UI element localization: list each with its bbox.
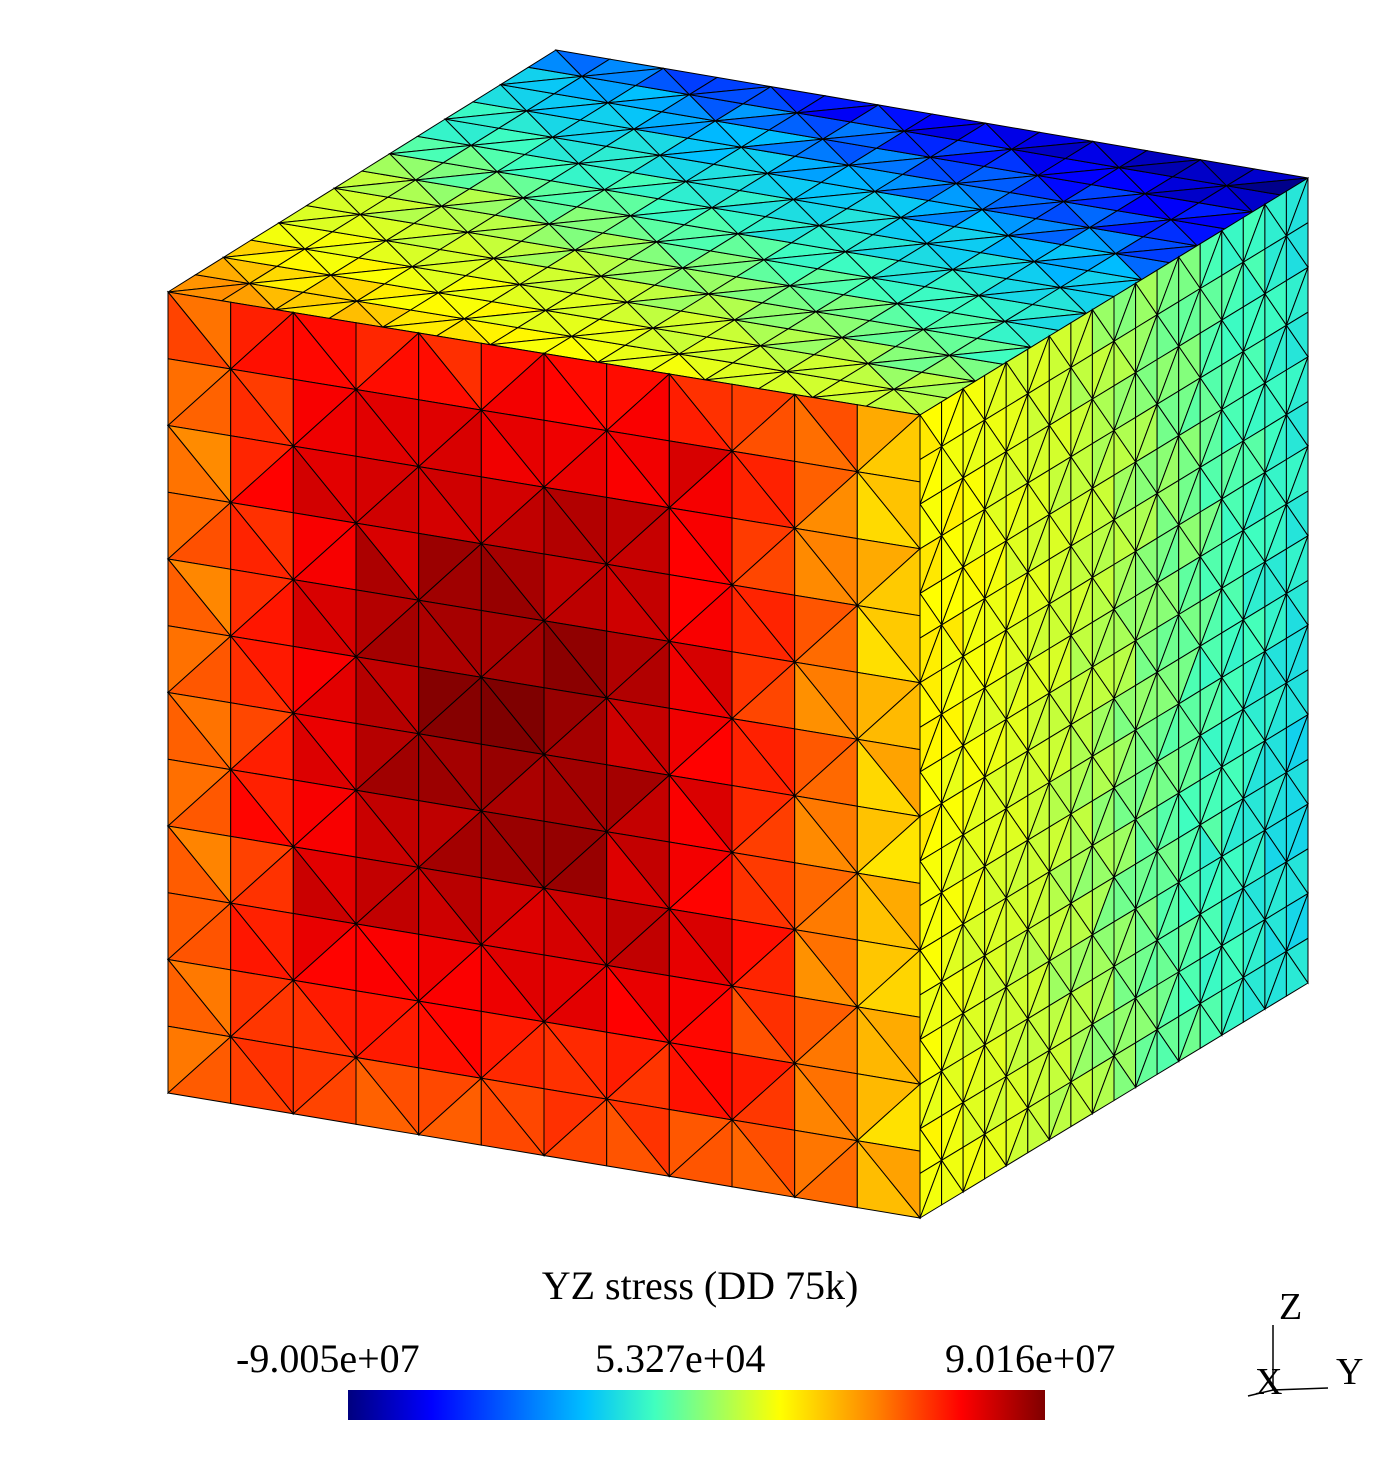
cube-right-face — [919, 176, 1309, 1220]
front-face-element — [230, 1035, 295, 1115]
front-face-element — [355, 1056, 420, 1136]
right-face-element — [1027, 1106, 1051, 1154]
axis-x-label: X — [1255, 1361, 1283, 1403]
legend-colorbar — [348, 1390, 1045, 1420]
legend-title: YZ stress (DD 75k) — [541, 1263, 859, 1308]
cube-front-face — [166, 290, 922, 1220]
front-face-element — [606, 1097, 671, 1178]
right-face-element — [1285, 949, 1309, 997]
y-axis-line — [1272, 1387, 1329, 1391]
right-face-element — [1113, 1054, 1137, 1102]
legend-mid-label: 5.327e+04 — [595, 1336, 766, 1381]
front-face-element — [480, 1076, 546, 1157]
legend-max-label: 9.016e+07 — [945, 1336, 1116, 1381]
legend-min-label: -9.005e+07 — [236, 1336, 420, 1381]
axis-z-label: Z — [1279, 1286, 1303, 1328]
axis-y-label: Y — [1336, 1351, 1364, 1393]
right-face-element — [941, 1158, 964, 1206]
right-face-element — [1156, 1028, 1180, 1076]
right-face-element — [1070, 1080, 1094, 1128]
right-face-element — [984, 1132, 1007, 1180]
front-face-element — [731, 1118, 796, 1198]
x-axis-line — [1247, 1389, 1274, 1397]
axes-triad — [1247, 1325, 1329, 1397]
front-face-element — [856, 1139, 922, 1219]
right-face-element — [1199, 1001, 1223, 1050]
cube-top-face — [167, 49, 1309, 416]
right-face-element — [1242, 975, 1266, 1024]
